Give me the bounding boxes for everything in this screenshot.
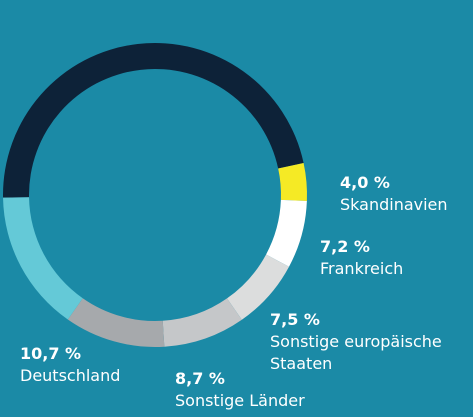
segment-label: 10,7 % Deutschland (20, 343, 120, 387)
segment-label: 8,7 % Sonstige Länder (175, 368, 305, 412)
donut-segment (266, 199, 307, 267)
category-label: Deutschland (20, 366, 121, 385)
category-label: Sonstige europäische Staaten (270, 332, 442, 373)
value-label: 7,2 % (320, 237, 370, 256)
value-label: 4,0 % (340, 173, 390, 192)
donut-segment (3, 42, 304, 198)
category-label: Skandinavien (340, 195, 448, 214)
category-label: Frankreich (320, 259, 404, 278)
donut-segment (226, 254, 290, 320)
donut-segment (162, 298, 242, 347)
donut-segment (278, 162, 307, 201)
segment-label: 7,2 % Frankreich (320, 236, 403, 280)
category-label: Sonstige Länder (175, 391, 305, 410)
value-label: 10,7 % (20, 344, 82, 363)
value-label: 7,5 % (270, 310, 320, 329)
value-label: 8,7 % (175, 369, 225, 388)
donut-segment (3, 197, 83, 320)
donut-segment (67, 298, 165, 347)
segment-label: 7,5 % Sonstige europäische Staaten (270, 309, 470, 375)
segment-label: 4,0 % Skandinavien (340, 172, 448, 216)
